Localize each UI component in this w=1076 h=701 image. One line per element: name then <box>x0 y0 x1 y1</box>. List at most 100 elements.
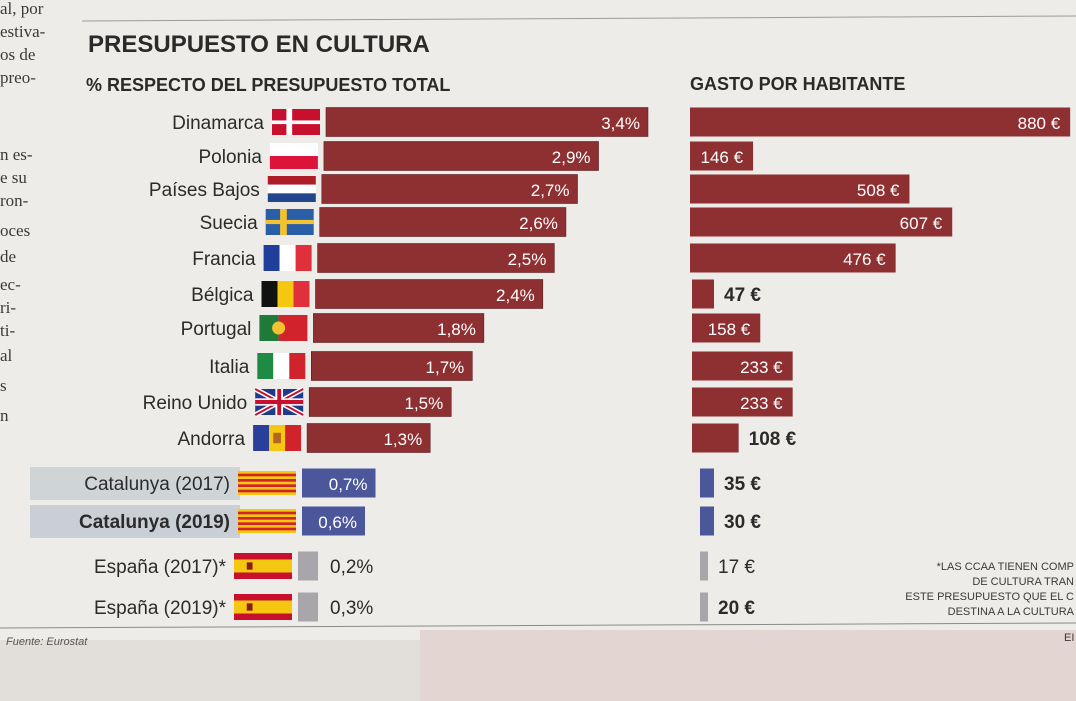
highlight-band <box>30 467 240 500</box>
chart-rows: Dinamarca 3,4% 880 € Polonia 2,9% 146 € Países… <box>79 107 1071 622</box>
corner-text: EI <box>1064 632 1074 644</box>
spain-flag-icon <box>234 594 292 620</box>
per-capita-value-label: 158 € <box>708 320 751 339</box>
percent-value-label: 1,3% <box>383 430 422 449</box>
per-capita-bar <box>690 174 910 204</box>
chart-row: Italia 1,7% 233 € <box>209 351 793 381</box>
bottom-rule <box>0 622 1076 629</box>
column-text-line: ec- <box>0 275 21 294</box>
source-text: Fuente: Eurostat <box>6 636 88 648</box>
percent-value-label: 0,3% <box>330 598 373 619</box>
highlight-bands <box>30 467 240 538</box>
chart-row: Reino Unido 1,5% 233 € <box>143 386 793 418</box>
category-label: Polonia <box>199 147 263 168</box>
per-capita-value-label: 233 € <box>740 358 783 377</box>
category-label: Catalunya (2019) <box>79 512 230 533</box>
chart-row: Francia 2,5% 476 € <box>192 243 896 273</box>
percent-value-label: 1,7% <box>426 358 465 377</box>
percent-value-label: 0,7% <box>329 475 368 494</box>
highlight-band <box>30 505 240 538</box>
photo-shadow <box>420 630 1076 701</box>
percent-bar <box>298 592 318 622</box>
percent-bar <box>302 468 376 498</box>
percent-bar <box>313 313 485 343</box>
chart-row: Andorra 1,3% 108 € <box>177 423 797 453</box>
column-text-line: os de <box>0 45 35 64</box>
column-text-line: oces <box>0 221 30 240</box>
column-text-line: s <box>0 376 7 395</box>
percent-value-label: 1,5% <box>405 394 444 413</box>
column-text-line: ron- <box>0 191 29 210</box>
per-capita-value-label: 880 € <box>1018 114 1061 133</box>
chart-row: Polonia 2,9% 146 € <box>199 141 754 171</box>
percent-value-label: 2,4% <box>496 286 535 305</box>
per-capita-bar <box>692 387 793 417</box>
per-capita-bar <box>690 207 953 237</box>
spain-flag-icon <box>234 553 292 579</box>
percent-value-label: 0,2% <box>330 557 373 578</box>
italy-flag-icon <box>257 353 306 379</box>
column-text-line: ri- <box>0 298 16 317</box>
column-text-line: preo- <box>0 68 36 87</box>
per-capita-bar <box>692 351 793 381</box>
chart-row: Catalunya (2017) 0,7% 35 € <box>84 468 761 498</box>
footnote-line: *LAS CCAA TIENEN COMP <box>937 561 1074 573</box>
footnote: *LAS CCAA TIENEN COMP DE CULTURA TRAN ESTE… <box>905 561 1074 618</box>
per-capita-value-label: 47 € <box>724 285 761 306</box>
sweden-flag-icon <box>265 209 314 235</box>
column-text-line: n es- <box>0 145 33 164</box>
category-label: Dinamarca <box>172 113 264 134</box>
category-label: Italia <box>209 357 250 378</box>
percent-bar <box>321 174 578 204</box>
per-capita-bar <box>700 468 714 498</box>
column-text-line: n <box>0 406 9 425</box>
per-capita-value-label: 17 € <box>718 557 755 578</box>
per-capita-bar <box>700 592 708 622</box>
percent-value-label: 2,6% <box>519 214 558 233</box>
percent-bar <box>315 279 544 309</box>
per-capita-value-label: 20 € <box>718 598 755 619</box>
percent-bar <box>317 243 555 273</box>
category-label: Portugal <box>181 319 252 340</box>
percent-value-label: 0,6% <box>318 513 357 532</box>
per-capita-value-label: 508 € <box>857 181 900 200</box>
chart-row: Catalunya (2019) 0,6% 30 € <box>79 506 761 536</box>
percent-value-label: 2,5% <box>508 250 547 269</box>
chart-title: PRESUPUESTO EN CULTURA <box>88 31 430 58</box>
footnote-line: ESTE PRESUPUESTO QUE EL C <box>905 591 1074 603</box>
page-lower-area <box>0 640 420 701</box>
catalonia-flag-icon <box>238 509 296 533</box>
category-label: Reino Unido <box>143 393 248 414</box>
france-flag-icon <box>263 245 312 271</box>
per-capita-value-label: 108 € <box>749 429 797 450</box>
chart-row: España (2019)* 0,3% 20 € <box>94 592 755 622</box>
footnote-line: DE CULTURA TRAN <box>972 576 1074 588</box>
percent-value-label: 2,9% <box>552 148 591 167</box>
portugal-flag-icon <box>259 315 308 341</box>
per-capita-bar <box>692 313 761 343</box>
percent-bar <box>306 423 431 453</box>
footnote-line: DESTINA A LA CULTURA <box>948 606 1075 618</box>
column-text-line: al, por <box>0 0 44 18</box>
per-capita-bar <box>690 243 896 273</box>
chart-row: Países Bajos 2,7% 508 € <box>149 174 910 204</box>
percent-value-label: 3,4% <box>601 114 640 133</box>
andorra-flag-icon <box>253 425 302 451</box>
category-label: España (2017)* <box>94 557 227 578</box>
belgium-flag-icon <box>261 281 310 307</box>
column-text-line: estiva- <box>0 22 46 41</box>
column-text-line: ti- <box>0 321 15 340</box>
category-label: Francia <box>192 249 256 270</box>
per-capita-value-label: 30 € <box>724 512 761 533</box>
percent-bar <box>302 506 365 536</box>
percent-bar <box>323 141 599 171</box>
percent-value-label: 2,7% <box>531 181 570 200</box>
percent-value-label: 1,8% <box>437 320 476 339</box>
per-capita-bar <box>690 107 1071 137</box>
chart-row: Portugal 1,8% 158 € <box>181 313 761 343</box>
percent-bar <box>298 551 318 581</box>
category-label: España (2019)* <box>94 598 227 619</box>
category-label: Andorra <box>177 429 245 450</box>
per-capita-bar <box>690 141 754 171</box>
per-capita-value-label: 476 € <box>843 250 886 269</box>
